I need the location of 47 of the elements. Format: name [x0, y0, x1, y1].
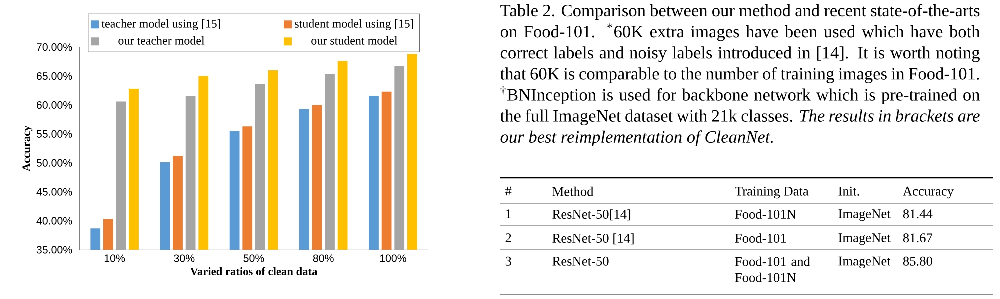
category-label: Init. — [838, 186, 860, 196]
chart-title: correct labels and noisy labels introduced in [14]. It is worth noting — [500, 46, 980, 62]
category-label: Method — [552, 186, 594, 196]
y-tick-label: 55.00% — [36, 130, 72, 138]
text: 85.80 — [903, 256, 932, 266]
chart-title: $^{†}$BNInception is used for backbone network which is pre-trained on — [500, 86, 980, 104]
legend-label: our teacher model — [118, 36, 205, 45]
text: 2 — [506, 234, 512, 242]
text: 1 — [506, 210, 512, 218]
chart-title: that 60K is comparable to the number of training images in Food-101. — [500, 67, 980, 84]
text: ImageNet — [838, 256, 891, 269]
text: 81.44 — [903, 210, 933, 219]
y-tick-label: 40.00% — [36, 217, 72, 225]
text: The results in brackets are — [800, 110, 980, 122]
y-tick-label: 65.00% — [37, 72, 72, 80]
y-tick-label: 50.00% — [36, 159, 72, 167]
y-tick-label: 70.00% — [37, 44, 72, 52]
y-tick-label: 45.00% — [36, 188, 72, 196]
text: ResNet-50 [14] — [552, 234, 634, 245]
text: ResNet-50 — [552, 256, 609, 266]
text: ResNet-50[14] — [552, 210, 631, 221]
legend-label: our student model — [312, 36, 398, 45]
text: ImageNet — [838, 234, 891, 246]
text: 3 — [506, 256, 512, 266]
legend-label: teacher model using [15] — [102, 19, 220, 30]
text: 81.67 — [903, 234, 933, 243]
category-label: # — [506, 186, 512, 196]
text: Food-101N — [735, 210, 796, 219]
category-label: Training Data — [735, 186, 809, 199]
y-tick-label: 60.00% — [37, 101, 72, 110]
x-tick-label: 80% — [313, 254, 334, 262]
y-axis-title: Accuracy — [22, 126, 33, 172]
x-axis-title: Varied ratios of clean data — [190, 267, 318, 276]
y-tick-label: 35.00% — [36, 246, 72, 254]
chart-title: Table 2. Comparison between our method and recent state-of-the-arts — [500, 4, 980, 20]
category-label: Accuracy — [903, 186, 954, 199]
x-tick-label: 30% — [174, 254, 195, 262]
chart-title: the full ImageNet dataset with 21k classes. — [500, 110, 792, 126]
x-tick-label: 100% — [380, 254, 406, 262]
text: Food-101 — [735, 234, 786, 243]
text: Food-101 and Food-101N — [735, 256, 810, 282]
chart-title: on Food-101. $^{*}$60K extra images have been used which have both — [500, 24, 980, 42]
x-tick-label: 10% — [104, 254, 126, 262]
text: ImageNet — [838, 210, 891, 222]
x-tick-label: 50% — [244, 254, 264, 262]
legend-label: student model using [15] — [295, 19, 414, 30]
text: our best reimplementation of CleanNet. — [500, 130, 773, 147]
